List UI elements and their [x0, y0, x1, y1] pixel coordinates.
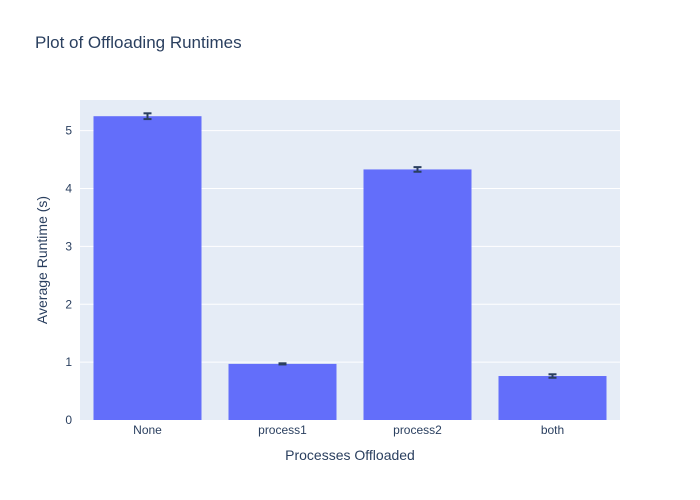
error-bars: [143, 112, 557, 379]
bar: [228, 363, 337, 420]
y-tick-label: 2: [65, 297, 72, 311]
y-tick-label: 4: [65, 182, 72, 196]
error-bar: [278, 362, 287, 366]
bar: [93, 116, 202, 421]
chart-title: Plot of Offloading Runtimes: [35, 33, 242, 52]
x-tick-label: process2: [393, 423, 442, 437]
y-tick-labels: 0 1 2 3 4 5: [65, 124, 72, 427]
x-tick-label: process1: [258, 423, 307, 437]
error-bar: [143, 112, 152, 121]
x-tick-label: None: [133, 423, 162, 437]
x-tick-label: both: [541, 423, 564, 437]
error-bar: [413, 166, 422, 173]
y-tick-label: 5: [65, 124, 72, 138]
y-tick-label: 3: [65, 239, 72, 253]
bars: [93, 116, 607, 421]
y-tick-label: 0: [65, 413, 72, 427]
bar: [498, 376, 607, 420]
bar: [363, 169, 472, 420]
x-tick-labels: None process1 process2 both: [133, 423, 564, 437]
x-axis-title: Processes Offloaded: [285, 447, 415, 463]
y-tick-label: 1: [65, 355, 72, 369]
y-axis-title: Average Runtime (s): [34, 196, 50, 324]
error-bar: [548, 373, 557, 379]
